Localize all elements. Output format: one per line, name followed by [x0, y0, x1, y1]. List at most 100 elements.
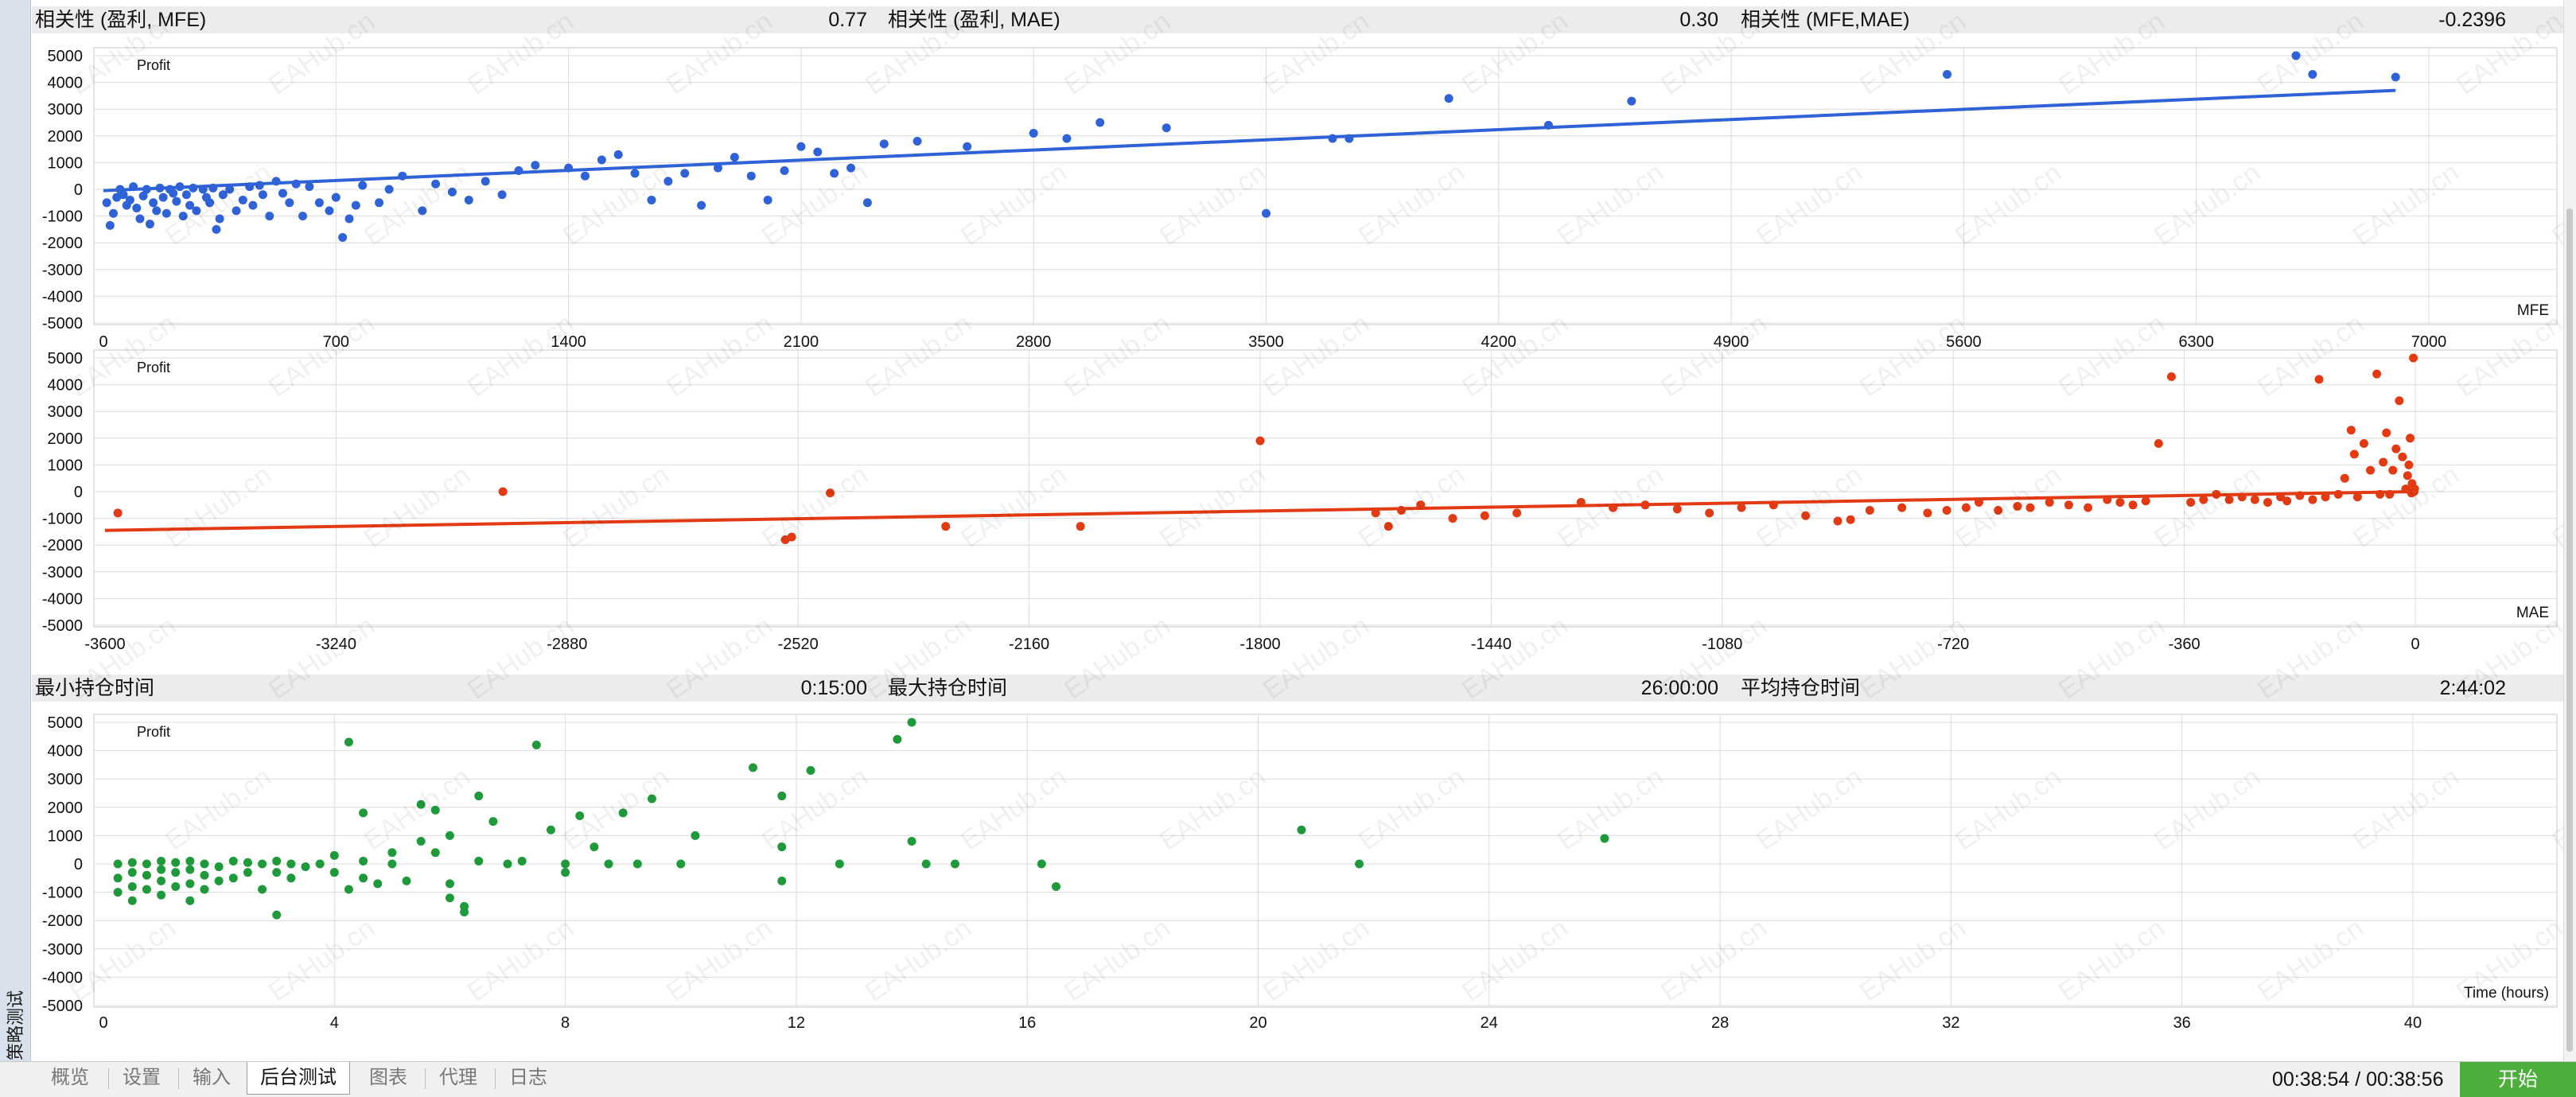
chart-time-point	[1037, 859, 1046, 869]
chart-time-point	[907, 718, 916, 727]
chart-time-ytick: 0	[74, 856, 83, 873]
chart-mfe-point	[1095, 118, 1105, 127]
tab-overview[interactable]: 概览	[51, 1067, 89, 1088]
chart-time-point	[127, 868, 137, 877]
chart-mfe-ytick: 4000	[48, 75, 84, 92]
chart-mae-point	[2385, 489, 2395, 499]
chart-mfe-point	[135, 214, 145, 224]
chart-mfe-point	[198, 185, 208, 194]
chart-time-ylabel: Profit	[137, 724, 170, 740]
chart-mae-point	[2372, 369, 2382, 379]
chart-mfe-point	[862, 198, 872, 208]
chart-mfe-point	[697, 200, 706, 210]
chart-mae-point	[2352, 492, 2362, 502]
chart-time-point	[546, 825, 555, 834]
corr-profit-mfe-value: 0.77	[828, 9, 867, 31]
chart-mae-point	[2333, 489, 2343, 499]
chart-mfe-point	[112, 193, 122, 202]
chart-mfe-point	[431, 179, 441, 189]
tab-settings[interactable]: 设置	[123, 1067, 161, 1088]
chart-mfe-point	[255, 181, 264, 190]
chart-time-ytick: 5000	[48, 714, 84, 732]
start-button[interactable]: 开始	[2460, 1062, 2576, 1097]
chart-mfe-point	[298, 212, 308, 221]
tab-backtest[interactable]: 后台测试	[247, 1062, 350, 1095]
chart-mfe-xtick: 3500	[1248, 333, 1284, 351]
chart-time-point	[373, 879, 383, 889]
chart-mae-point	[2115, 497, 2125, 507]
chart-mae-point	[2154, 439, 2163, 449]
tab-chart[interactable]: 图表	[369, 1067, 407, 1088]
chart-time-point	[950, 859, 959, 869]
chart-mfe-point	[205, 198, 215, 208]
chart-time-point	[488, 817, 498, 827]
charts-area: 500040003000200010000-1000-2000-3000-400…	[42, 6, 2563, 1032]
chart-mae-point	[2282, 496, 2292, 506]
chart-mae-point	[2409, 353, 2418, 363]
chart-time-xtick: 32	[1942, 1014, 1959, 1032]
chart-mfe-point	[314, 198, 324, 208]
chart-mfe-point	[730, 153, 739, 162]
tab-journal[interactable]: 日志	[509, 1067, 547, 1088]
chart-time-point	[185, 865, 195, 874]
chart-mfe-point	[580, 171, 590, 181]
chart-time-point	[676, 859, 686, 869]
chart-time-point	[618, 808, 628, 818]
chart-mfe-point	[338, 232, 348, 242]
chart-time-point	[691, 831, 700, 840]
chart-mfe-point	[278, 189, 287, 198]
chart-mfe-point	[1543, 120, 1553, 130]
chart-mfe-point	[398, 171, 407, 181]
chart-mfe-point	[258, 190, 267, 200]
chart-time-point	[315, 859, 325, 869]
chart-mfe-point	[185, 200, 195, 210]
chart-mae-point	[2013, 501, 2022, 511]
chart-mae-xtick: -720	[1937, 636, 1969, 653]
chart-mfe-point	[145, 220, 154, 229]
chart-time-point	[806, 766, 815, 776]
chart-mfe-point	[375, 198, 384, 208]
avg-hold-value: 2:44:02	[2439, 677, 2506, 699]
chart-mae-point	[1974, 497, 1983, 507]
chart-time-point	[359, 856, 368, 866]
chart-time-point	[561, 868, 570, 877]
chart-mfe-point	[132, 204, 142, 213]
chart-mfe-point	[158, 193, 168, 202]
chart-mfe-point	[2308, 70, 2317, 80]
chart-time-ytick: -3000	[42, 941, 83, 959]
tab-agents[interactable]: 代理	[439, 1067, 477, 1088]
chart-time-point	[632, 859, 642, 869]
chart-time-point	[590, 842, 599, 852]
chart-mfe-ytick: -1000	[42, 208, 83, 226]
chart-mfe-xtick: 7000	[2411, 333, 2447, 351]
vertical-scrollbar-thumb[interactable]	[2566, 208, 2573, 1052]
chart-time-point	[777, 876, 787, 885]
chart-mae-point	[2250, 495, 2259, 504]
chart-mae-point	[2295, 491, 2305, 500]
chart-time-point	[835, 859, 844, 869]
chart-mae-xtick: -1080	[1702, 636, 1742, 653]
chart-mfe-point	[780, 165, 789, 175]
chart-time-ytick: -4000	[42, 969, 83, 986]
chart-mfe-point	[418, 206, 427, 216]
tab-inputs[interactable]: 输入	[193, 1067, 231, 1088]
chart-time-point	[430, 805, 440, 815]
chart-time-point	[474, 856, 484, 866]
chart-mfe-point	[181, 190, 191, 200]
chart-time-point	[157, 856, 166, 866]
chart-time-point	[228, 873, 238, 883]
chart-mae-point	[2186, 497, 2196, 507]
chart-time-point	[416, 799, 426, 809]
chart-mfe-point	[2391, 72, 2400, 82]
chart-time-point	[113, 859, 123, 869]
chart-mae-point	[1383, 522, 1393, 531]
chart-mae-point	[1396, 506, 1406, 515]
chart-time-frame	[93, 714, 2558, 1008]
chart-time-point	[604, 859, 613, 869]
chart-mfe-xlabel: MFE	[2517, 302, 2549, 319]
chart-mae-point	[2391, 444, 2401, 453]
chart-mae-xtick: -360	[2169, 636, 2200, 653]
avg-hold-label: 平均持仓时间	[1741, 677, 1861, 699]
chart-mae-xtick: -2880	[547, 636, 587, 653]
chart-mfe-point	[830, 169, 839, 178]
